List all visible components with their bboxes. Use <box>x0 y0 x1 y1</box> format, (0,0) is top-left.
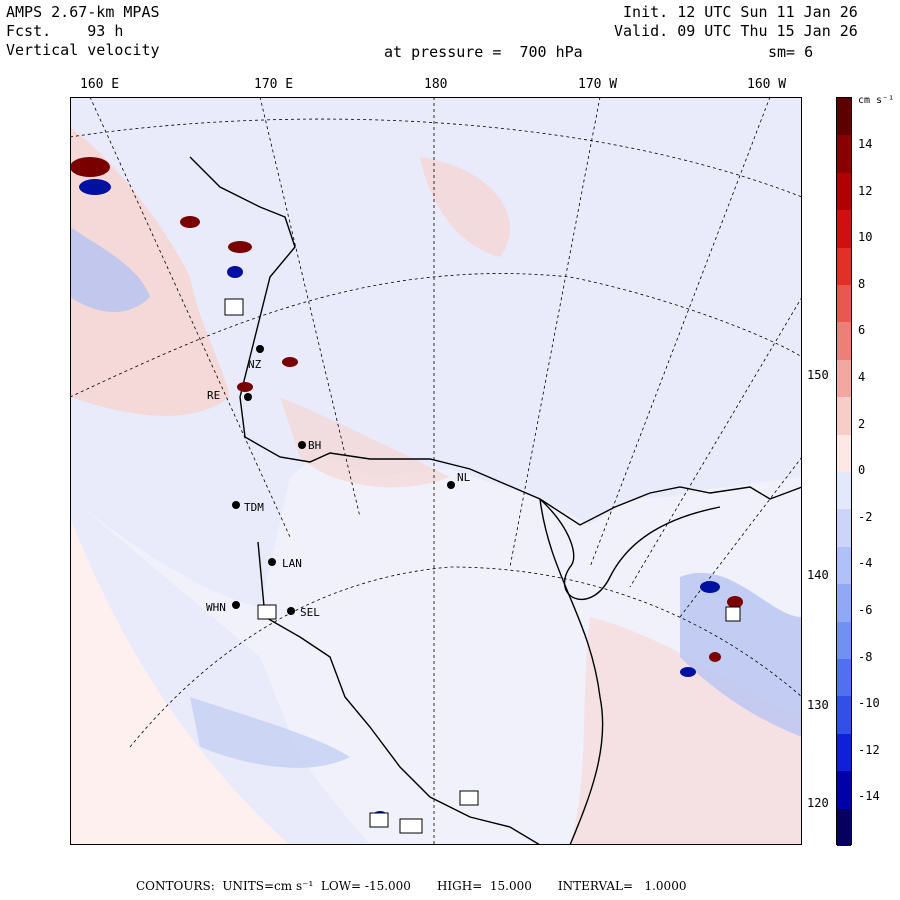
colorbar-segment <box>837 621 851 660</box>
colorbar-tick-label: 12 <box>858 183 873 198</box>
station-label-nz: NZ <box>248 358 262 371</box>
station-dot-sel <box>287 607 295 615</box>
station-dot-nz <box>256 345 264 353</box>
station-dot-lan <box>268 558 276 566</box>
colorbar-tick-label: -10 <box>858 696 880 711</box>
lon-label-170w: 170 W <box>578 77 618 92</box>
neg-region-sw <box>70 227 150 312</box>
colorbar-tick-label: 14 <box>858 137 873 151</box>
colorbar-segment <box>837 696 851 735</box>
graticule-lon-150w <box>629 296 802 588</box>
smoothing-value: sm= 6 <box>768 43 814 61</box>
colorbar-segment <box>837 472 851 510</box>
field-name: Vertical velocity <box>6 41 160 59</box>
station-dot-bh <box>298 441 306 449</box>
colorbar-segment <box>837 659 851 697</box>
colorbar-tick-label: -6 <box>858 603 873 617</box>
model-title: AMPS 2.67-km MPAS <box>6 3 160 21</box>
station-dot-nl <box>447 481 455 489</box>
graticule <box>70 97 802 845</box>
colorbar-tick-label: 6 <box>858 323 866 338</box>
colorbar-tick-label: -2 <box>858 509 873 524</box>
colorbar-tick-label: -14 <box>858 789 880 804</box>
lon-label-180: 180 <box>424 77 448 92</box>
graticule-lat-3 <box>129 566 802 748</box>
pos-region-mbl <box>570 617 802 845</box>
header-left: AMPS 2.67-km MPAS Fcst. 93 h Vertical ve… <box>6 3 160 60</box>
graticule-lon-160e <box>89 97 291 538</box>
init-time: Init. 12 UTC Sun 11 Jan 26 <box>623 3 858 21</box>
station-label-bh: BH <box>308 439 321 452</box>
colorbar-tick-label: 10 <box>858 230 873 245</box>
colorbar-tick-label: -12 <box>858 742 880 757</box>
ice-shelf-front <box>539 498 721 601</box>
lon-label-160w: 160 W <box>747 77 787 92</box>
forecast-label: Fcst. <box>6 22 52 40</box>
colorbar-segment <box>837 247 851 286</box>
station-label-tdm: TDM <box>244 501 264 514</box>
neg-region-se <box>680 572 802 737</box>
footer: CONTOURS: UNITS=cm s⁻¹ LOW= -15.000 HIGH=… <box>136 879 712 893</box>
colorbar-segment <box>837 546 851 585</box>
pos-region-vl <box>70 127 230 416</box>
coastline <box>189 156 802 845</box>
station-label-whn: WHN <box>206 601 226 614</box>
header-right: Init. 12 UTC Sun 11 Jan 26 Valid. 09 UTC… <box>614 3 858 41</box>
colorbar-segment <box>837 172 851 211</box>
colorbar-segment <box>837 771 851 810</box>
station-label-lan: LAN <box>282 557 302 570</box>
colorbar-segment <box>837 210 851 249</box>
outer-band <box>70 517 290 845</box>
station-dot-whn <box>232 601 240 609</box>
strong-updrafts <box>70 157 743 662</box>
colorbar-segment <box>837 135 851 174</box>
colorbar-units: cm s⁻¹ <box>858 95 895 106</box>
colorbar-tick-label: 0 <box>858 463 866 478</box>
colorbar-tick-label: 2 <box>858 416 866 431</box>
colorbar-segment <box>837 509 851 548</box>
station-dot-tdm <box>232 501 240 509</box>
colorbar-segment <box>837 98 851 136</box>
marker-boxes <box>224 298 741 834</box>
colorbar-segment <box>837 733 851 772</box>
footer-high: HIGH= 15.000 <box>436 879 532 893</box>
forecast-hours: 93 h <box>87 22 124 40</box>
colorbar-segment <box>837 397 851 436</box>
colorbar-tick-label: -8 <box>858 649 873 664</box>
colorbar-segment <box>837 359 851 398</box>
station-label-sel: SEL <box>300 606 320 619</box>
neg-region-s <box>190 697 350 768</box>
map-frame <box>70 97 802 845</box>
colorbar-segment <box>837 808 851 847</box>
pressure-level: at pressure = 700 hPa <box>384 43 583 61</box>
map-panel: NZ RE BH TDM LAN WHN SEL NL <box>70 97 802 845</box>
colorbar-tick-label: 4 <box>858 370 866 384</box>
pos-region-ross-north <box>420 157 511 257</box>
colorbar-tick-label: -4 <box>858 556 873 571</box>
station-label-re: RE <box>207 389 220 402</box>
footer-interval: INTERVAL= 1.0000 <box>557 879 687 893</box>
colorbar-segment <box>837 285 851 323</box>
footer-contours: CONTOURS: UNITS=cm s⁻¹ LOW= -15.000 <box>136 879 411 893</box>
graticule-lat-1 <box>70 118 802 198</box>
pos-region-shelf <box>280 397 450 488</box>
valid-time: Valid. 09 UTC Thu 15 Jan 26 <box>614 22 858 40</box>
colorbar <box>836 97 852 847</box>
colorbar-segment <box>837 434 851 473</box>
colorbar-segment <box>837 584 851 623</box>
station-label-nl: NL <box>457 471 471 484</box>
station-dot-re <box>244 393 252 401</box>
colorbar-tick-label: 8 <box>858 276 866 291</box>
lon-label-160e: 160 E <box>80 77 120 92</box>
station-markers <box>232 345 455 615</box>
graticule-lon-170w <box>509 97 601 568</box>
colorbar-segment <box>837 322 851 361</box>
lon-label-170e: 170 E <box>254 77 294 92</box>
